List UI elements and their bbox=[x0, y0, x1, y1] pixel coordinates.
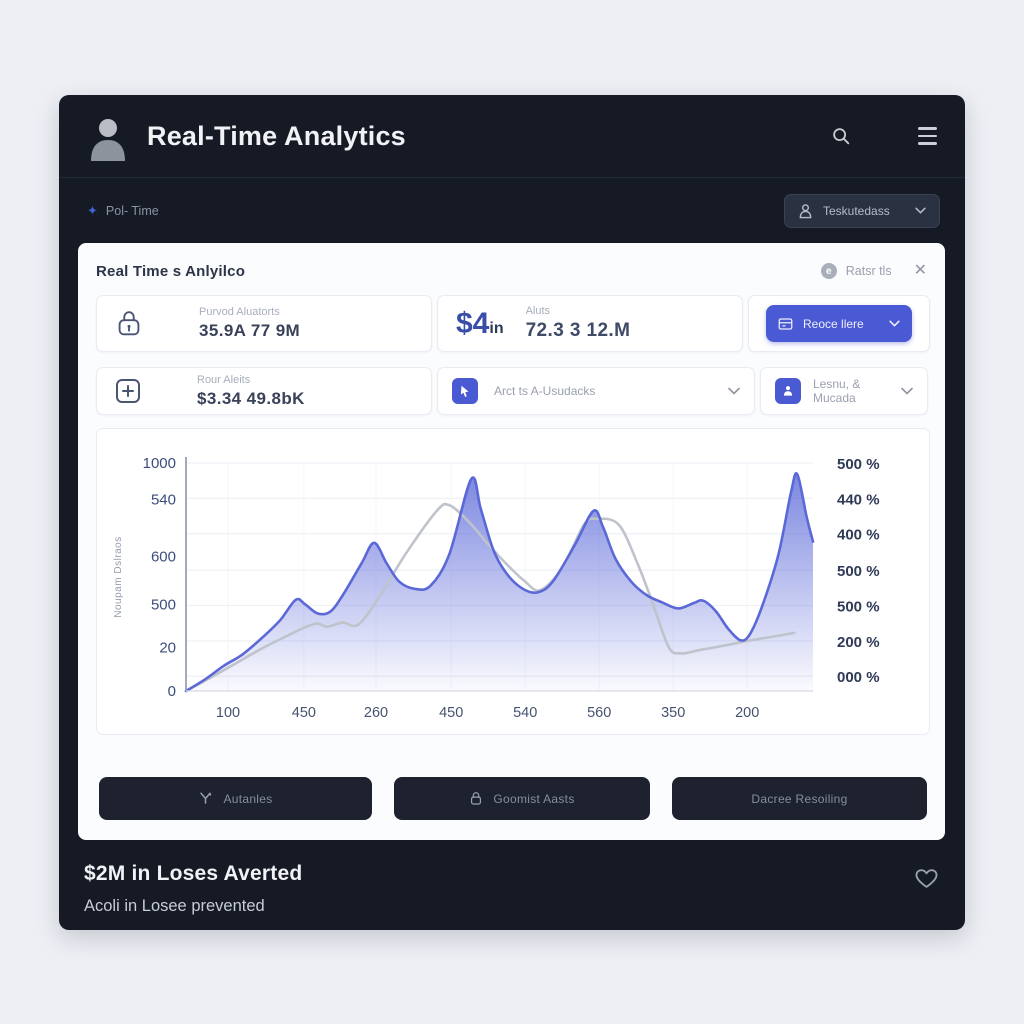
user-avatar-icon[interactable] bbox=[87, 115, 129, 161]
y-tick-right: 440 % bbox=[837, 491, 880, 508]
x-tick: 260 bbox=[364, 705, 388, 721]
x-tick: 540 bbox=[513, 705, 537, 721]
chevron-down-icon bbox=[889, 320, 900, 327]
area-series-stroke bbox=[184, 472, 815, 693]
stats-row-2: Rour Aleits $3.34 49.8bK Arct ts A-Usuda… bbox=[96, 367, 928, 415]
y-tick-left: 0 bbox=[168, 683, 176, 700]
area-series bbox=[186, 473, 813, 691]
stat-value: $3.34 49.8bK bbox=[197, 388, 305, 408]
panel-header: Real Time s Anlyilco e Ratsr tls ✕ bbox=[96, 255, 927, 287]
app-window: Real-Time Analytics ✦ Pol- Time Teskut bbox=[59, 95, 965, 930]
y-axis-title: Noupam Dslraos bbox=[113, 536, 124, 617]
button-label: Dacree Resoiling bbox=[751, 791, 848, 806]
y-tick-left: 500 bbox=[151, 596, 176, 613]
button-label: Goomist Aasts bbox=[493, 791, 575, 806]
big-stat-unit: in bbox=[489, 319, 504, 337]
info-icon[interactable]: e bbox=[820, 263, 837, 279]
select-label: Arct ts A-Usudacks bbox=[494, 384, 596, 398]
y-tick-left: 20 bbox=[159, 640, 176, 657]
x-tick: 450 bbox=[439, 705, 463, 721]
search-icon[interactable] bbox=[830, 125, 852, 147]
select-media[interactable]: Lesnu, & Mucada bbox=[760, 367, 928, 415]
analytics-chart: 1000 540 600 500 20 0 500 % 440 % 400 % 500 % 500 … bbox=[97, 429, 929, 741]
breadcrumb-label: Pol- Time bbox=[105, 203, 159, 218]
stat-value: 72.3 3 12.M bbox=[525, 320, 631, 341]
button-label: Autanles bbox=[223, 791, 273, 806]
select-label: Lesnu, & Mucada bbox=[813, 377, 861, 405]
chevron-down-icon bbox=[901, 387, 913, 395]
lock-icon bbox=[113, 308, 145, 340]
subheader: ✦ Pol- Time Teskutedass bbox=[59, 178, 965, 243]
sparkle-icon: ✦ bbox=[87, 203, 98, 218]
stat-label: Rour Aleits bbox=[197, 373, 251, 386]
heart-icon[interactable] bbox=[914, 866, 939, 930]
y-tick-right: 500 % bbox=[837, 563, 880, 580]
menu-icon[interactable] bbox=[918, 127, 937, 145]
y-tick-right: 200 % bbox=[837, 634, 880, 651]
chart-card: 1000 540 600 500 20 0 500 % 440 % 400 % 500 % 500 … bbox=[96, 428, 930, 735]
user-dropdown-label: Teskutedass bbox=[823, 203, 890, 218]
breadcrumb[interactable]: ✦ Pol- Time bbox=[87, 204, 159, 218]
stats-row-1: Purvod Aluatorts 35.9A 77 9M $4 in Aluts… bbox=[96, 295, 930, 352]
y-tick-left: 1000 bbox=[143, 455, 176, 472]
stat-label: Purvod Aluatorts bbox=[199, 306, 280, 318]
footer-subtitle: Acoli in Losee prevented bbox=[84, 897, 265, 915]
y-tick-left: 540 bbox=[151, 491, 176, 508]
recover-button[interactable]: Reoce llere bbox=[766, 305, 912, 342]
header: Real-Time Analytics bbox=[59, 95, 965, 178]
plus-square-icon bbox=[113, 376, 143, 406]
y-tick-right: 400 % bbox=[837, 527, 880, 544]
cursor-icon bbox=[452, 378, 478, 404]
lock-icon bbox=[469, 791, 483, 806]
x-tick: 200 bbox=[735, 705, 759, 721]
y-tick-right: 500 % bbox=[837, 456, 880, 473]
decree-button[interactable]: Dacree Resoiling bbox=[672, 777, 927, 820]
stat-card-protected: Purvod Aluatorts 35.9A 77 9M bbox=[96, 295, 432, 352]
line-series bbox=[184, 502, 796, 693]
big-stat: $4 in bbox=[456, 307, 504, 341]
x-tick: 350 bbox=[661, 705, 685, 721]
stat-card-alerts: $4 in Aluts 72.3 3 12.M bbox=[437, 295, 743, 352]
y-tick-left: 600 bbox=[151, 548, 176, 565]
chevron-down-icon bbox=[728, 387, 740, 395]
big-stat-value: $4 bbox=[456, 306, 490, 340]
stat-card-round-alerts: Rour Aleits $3.34 49.8bK bbox=[96, 367, 432, 415]
x-tick: 450 bbox=[292, 705, 316, 721]
x-tick: 560 bbox=[587, 705, 611, 721]
action-card: Reoce llere bbox=[748, 295, 930, 352]
footer-title: $2M in Loses Averted bbox=[84, 862, 303, 885]
panel-status-label: Ratsr tls bbox=[845, 264, 892, 278]
analytics-icon bbox=[198, 791, 213, 806]
calendar-icon bbox=[778, 317, 793, 331]
person-star-icon bbox=[775, 378, 801, 404]
person-icon bbox=[798, 203, 813, 219]
select-audit[interactable]: Arct ts A-Usudacks bbox=[437, 367, 755, 415]
header-actions bbox=[830, 125, 937, 147]
recover-button-label: Reoce llere bbox=[803, 316, 864, 331]
x-tick: 100 bbox=[216, 705, 240, 721]
user-dropdown[interactable]: Teskutedass bbox=[784, 193, 940, 228]
close-icon[interactable]: ✕ bbox=[913, 262, 927, 279]
y-tick-right: 500 % bbox=[837, 599, 880, 616]
chevron-down-icon bbox=[915, 207, 926, 214]
panel-title: Real Time s Anlyilco bbox=[96, 262, 246, 280]
stat-label: Aluts bbox=[525, 305, 551, 317]
y-tick-right: 000 % bbox=[837, 669, 880, 686]
stat-value: 35.9A 77 9M bbox=[199, 321, 301, 340]
footer: $2M in Loses Averted Acoli in Losee prev… bbox=[59, 840, 965, 930]
analytics-panel: Real Time s Anlyilco e Ratsr tls ✕ bbox=[78, 243, 945, 840]
panel-header-actions: e Ratsr tls ✕ bbox=[820, 262, 927, 279]
app-title: Real-Time Analytics bbox=[147, 120, 406, 151]
analytics-button[interactable]: Autanles bbox=[99, 777, 372, 820]
combat-alerts-button[interactable]: Goomist Aasts bbox=[394, 777, 650, 820]
